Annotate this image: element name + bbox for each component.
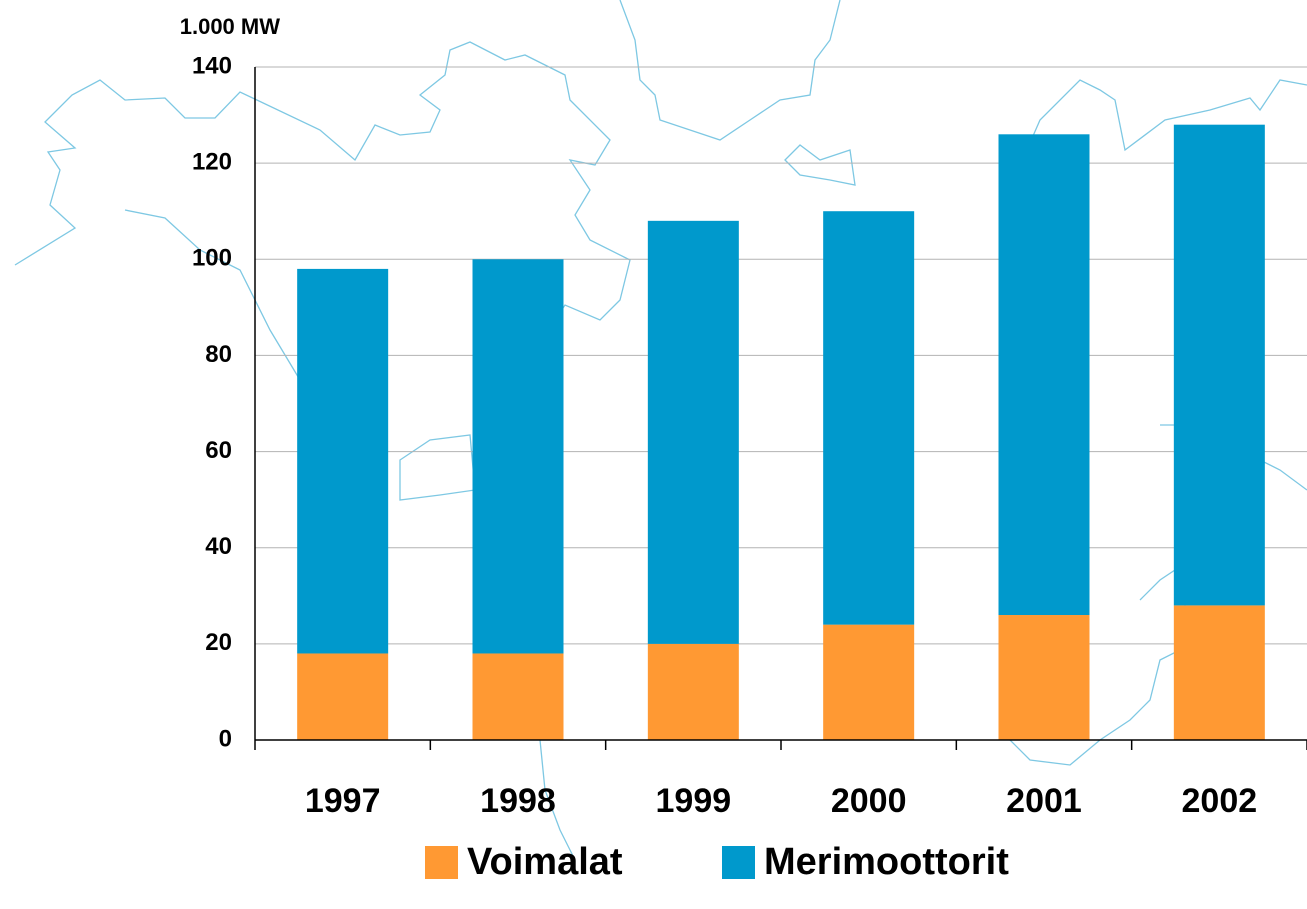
x-tick-label: 2000 xyxy=(831,782,907,820)
y-tick-label: 120 xyxy=(192,148,232,175)
legend-label: Merimoottorit xyxy=(764,841,1009,883)
y-tick-label: 40 xyxy=(205,533,232,560)
bar-segment xyxy=(998,615,1090,740)
bar-segment xyxy=(1173,605,1265,740)
x-tick-label: 1999 xyxy=(656,782,732,820)
bar-segment xyxy=(823,211,915,625)
bar-segment xyxy=(1173,124,1265,606)
bar-segment xyxy=(647,643,739,740)
legend-swatch xyxy=(722,846,755,879)
bar-segment xyxy=(647,220,739,644)
y-tick-label: 100 xyxy=(192,245,232,272)
x-tick-label: 2001 xyxy=(1006,782,1082,820)
bar-segment xyxy=(297,653,389,740)
x-tick-label: 2002 xyxy=(1182,782,1258,820)
legend-swatch xyxy=(425,846,458,879)
y-tick-label: 0 xyxy=(219,725,232,752)
bar-segment xyxy=(823,624,915,740)
legend-label: Voimalat xyxy=(467,841,623,883)
y-tick-label: 80 xyxy=(205,341,232,368)
y-axis-unit: 1.000 MW xyxy=(180,14,280,39)
bar-segment xyxy=(998,134,1090,616)
y-tick-label: 20 xyxy=(205,629,232,656)
bar-segment xyxy=(297,268,389,654)
bar-segment xyxy=(472,653,564,740)
bar-segment xyxy=(472,259,564,654)
x-tick-label: 1997 xyxy=(305,782,381,820)
y-tick-label: 60 xyxy=(205,437,232,464)
x-tick-label: 1998 xyxy=(480,782,556,820)
y-tick-label: 140 xyxy=(192,52,232,79)
